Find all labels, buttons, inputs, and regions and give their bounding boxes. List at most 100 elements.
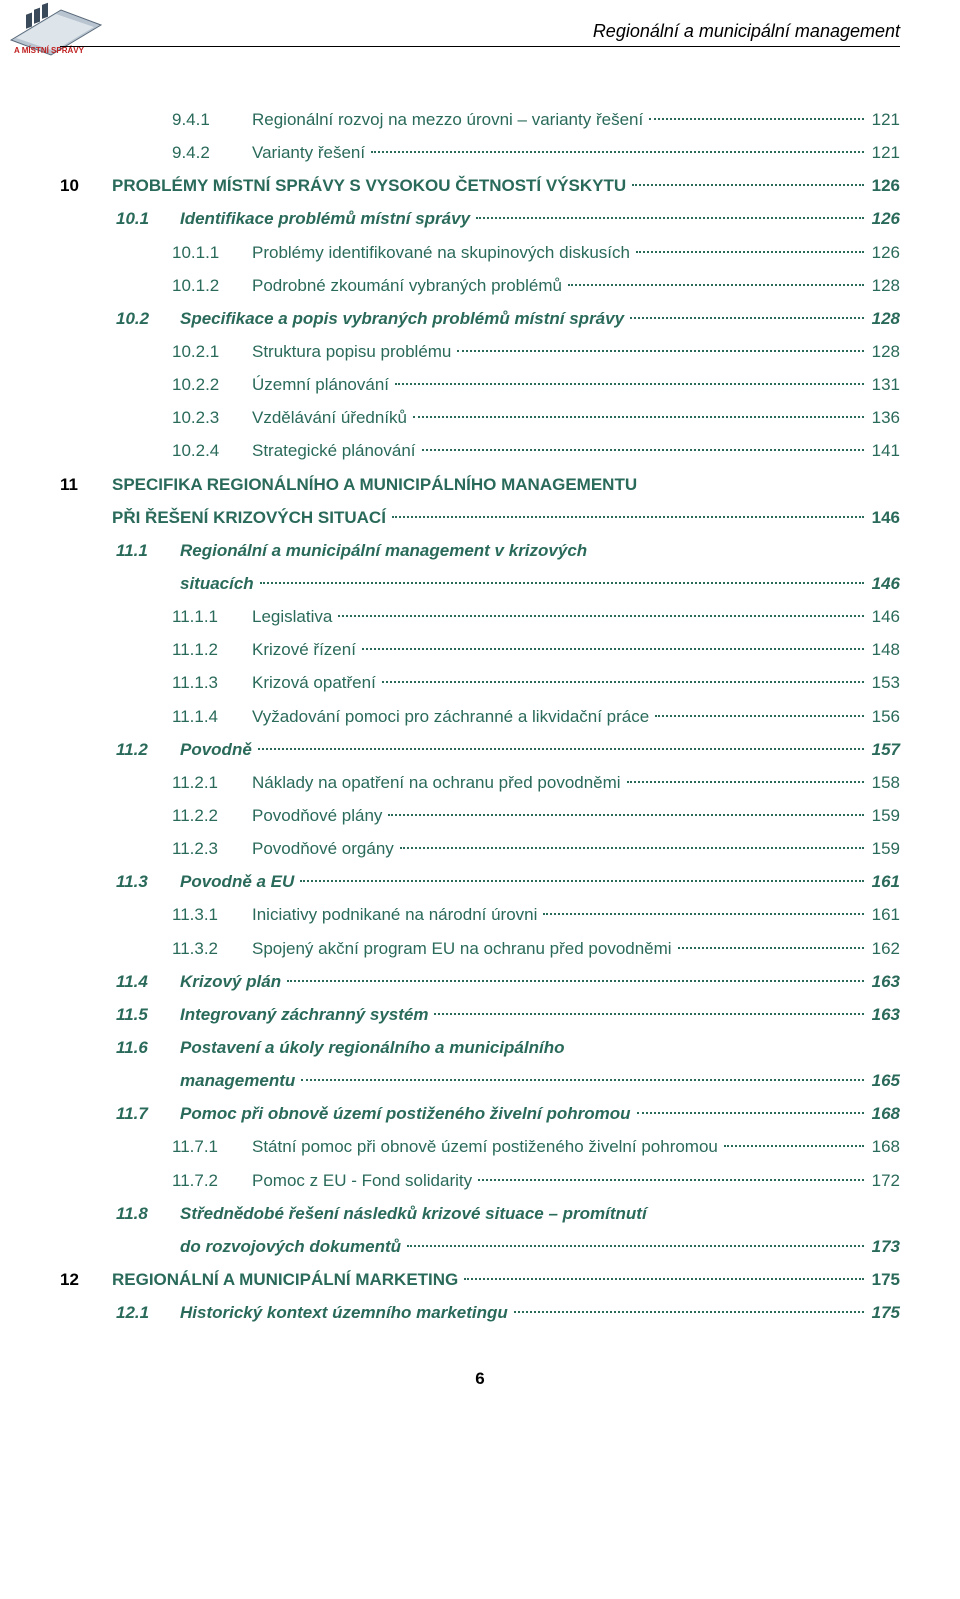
svg-text:A MÍSTNÍ SPRÁVY: A MÍSTNÍ SPRÁVY <box>14 46 85 55</box>
toc-entry-label: Územní plánování <box>252 368 389 401</box>
toc-entry-page: 163 <box>868 998 900 1031</box>
toc-entry[interactable]: 11.7.2Pomoc z EU - Fond solidarity172 <box>60 1164 900 1197</box>
toc-entry-page: 158 <box>868 766 900 799</box>
running-header: Regionální a municipální management <box>593 21 900 42</box>
toc-leader-dots <box>413 416 864 418</box>
toc-entry[interactable]: 12REGIONÁLNÍ A MUNICIPÁLNÍ MARKETING175 <box>60 1263 900 1296</box>
toc-entry-continued[interactable]: 11.8do rozvojových dokumentů173 <box>60 1230 900 1263</box>
toc-entry[interactable]: 11.3.2Spojený akční program EU na ochran… <box>60 932 900 965</box>
toc-entry[interactable]: 11.2Povodně157 <box>60 733 900 766</box>
toc-entry-label: Krizový plán <box>180 965 281 998</box>
toc-entry[interactable]: 10.1.1Problémy identifikované na skupino… <box>60 236 900 269</box>
toc-leader-dots <box>300 880 863 882</box>
toc-entry-continued[interactable]: 11PŘI ŘEŠENÍ KRIZOVÝCH SITUACÍ146 <box>60 501 900 534</box>
toc-entry-label: Legislativa <box>252 600 332 633</box>
logo: A MÍSTNÍ SPRÁVY <box>6 0 106 56</box>
toc-entry-number: 12 <box>60 1263 112 1296</box>
toc-entry[interactable]: 11.5Integrovaný záchranný systém163 <box>60 998 900 1031</box>
toc-entry-page: 126 <box>868 202 900 235</box>
toc-entry-page: 153 <box>868 666 900 699</box>
toc-entry-continued[interactable]: 11.6managementu165 <box>60 1064 900 1097</box>
toc-entry[interactable]: 11.1.4Vyžadování pomoci pro záchranné a … <box>60 700 900 733</box>
toc-entry-page: 173 <box>868 1230 900 1263</box>
toc-entry-page: 159 <box>868 799 900 832</box>
toc-entry[interactable]: 12.1Historický kontext územního marketin… <box>60 1296 900 1329</box>
toc-entry-number: 11.4 <box>116 965 180 998</box>
toc-entry[interactable]: 9.4.2Varianty řešení121 <box>60 136 900 169</box>
toc-entry[interactable]: 11.1.2Krizové řízení148 <box>60 633 900 666</box>
toc-entry-label: Historický kontext územního marketingu <box>180 1296 508 1329</box>
toc-entry-label: PŘI ŘEŠENÍ KRIZOVÝCH SITUACÍ <box>112 501 386 534</box>
toc-entry[interactable]: 11.7.1Státní pomoc při obnově území post… <box>60 1130 900 1163</box>
toc-entry-number: 10 <box>60 169 112 202</box>
toc-entry-page: 148 <box>868 633 900 666</box>
toc-leader-dots <box>649 118 863 120</box>
toc-entry[interactable]: 10.2.3Vzdělávání úředníků136 <box>60 401 900 434</box>
toc-entry-number: 10.1 <box>116 202 180 235</box>
toc-entry[interactable]: 9.4.1Regionální rozvoj na mezzo úrovni –… <box>60 103 900 136</box>
toc-entry[interactable]: 10.2Specifikace a popis vybraných problé… <box>60 302 900 335</box>
toc-entry-label: Povodňové plány <box>252 799 382 832</box>
toc-entry-page: 121 <box>868 136 900 169</box>
toc-leader-dots <box>632 184 863 186</box>
toc-entry[interactable]: 10.2.2Územní plánování131 <box>60 368 900 401</box>
toc-entry-continued[interactable]: 11.1situacích146 <box>60 567 900 600</box>
toc-entry-number: 11.7.1 <box>172 1130 252 1163</box>
toc-entry-number: 11.2.2 <box>172 799 252 832</box>
toc-entry-label: Identifikace problémů místní správy <box>180 202 470 235</box>
toc-entry-label: Pomoc při obnově území postiženého živel… <box>180 1097 631 1130</box>
page-number: 6 <box>60 1369 900 1389</box>
toc-entry-number: 9.4.1 <box>172 103 252 136</box>
toc-entry-page: 128 <box>868 269 900 302</box>
toc-entry[interactable]: 11SPECIFIKA REGIONÁLNÍHO A MUNICIPÁLNÍHO… <box>60 468 900 501</box>
toc-entry[interactable]: 10.1Identifikace problémů místní správy 1… <box>60 202 900 235</box>
toc-entry[interactable]: 11.2.1Náklady na opatření na ochranu pře… <box>60 766 900 799</box>
toc-entry-number: 11.6 <box>116 1031 180 1064</box>
toc-entry[interactable]: 10PROBLÉMY MÍSTNÍ SPRÁVY S VYSOKOU ČETNO… <box>60 169 900 202</box>
toc-entry-label: Strategické plánování <box>252 434 416 467</box>
toc-leader-dots <box>568 284 864 286</box>
toc-entry-label: Povodně <box>180 733 252 766</box>
toc-entry[interactable]: 10.2.1Struktura popisu problému128 <box>60 335 900 368</box>
toc-entry[interactable]: 11.4Krizový plán163 <box>60 965 900 998</box>
toc-entry[interactable]: 11.8Střednědobé řešení následků krizové … <box>60 1197 900 1230</box>
toc-leader-dots <box>543 913 863 915</box>
header-rule: Regionální a municipální management <box>60 46 900 47</box>
toc-entry[interactable]: 11.6Postavení a úkoly regionálního a mun… <box>60 1031 900 1064</box>
toc-entry-label: Vyžadování pomoci pro záchranné a likvid… <box>252 700 649 733</box>
toc-leader-dots <box>422 449 864 451</box>
toc-entry-number: 11.1 <box>116 534 180 567</box>
toc-entry-number: 11.2 <box>116 733 180 766</box>
toc-entry-label: Krizová opatření <box>252 666 376 699</box>
toc-entry[interactable]: 11.2.3Povodňové orgány159 <box>60 832 900 865</box>
toc-entry[interactable]: 10.2.4Strategické plánování141 <box>60 434 900 467</box>
toc-entry-number: 11.8 <box>116 1197 180 1230</box>
toc-entry-page: 156 <box>868 700 900 733</box>
toc-entry[interactable]: 11.2.2Povodňové plány 159 <box>60 799 900 832</box>
toc-leader-dots <box>637 1112 864 1114</box>
toc-entry[interactable]: 10.1.2Podrobné zkoumání vybraných problé… <box>60 269 900 302</box>
toc-leader-dots <box>627 781 864 783</box>
toc-leader-dots <box>457 350 863 352</box>
toc-entry[interactable]: 11.3.1Iniciativy podnikané na národní úr… <box>60 898 900 931</box>
toc-entry-page: 172 <box>868 1164 900 1197</box>
toc-entry-number: 11.7 <box>116 1097 180 1130</box>
toc-entry-label: Regionální rozvoj na mezzo úrovni – vari… <box>252 103 643 136</box>
toc-entry-page: 126 <box>868 169 900 202</box>
toc-entry[interactable]: 11.1Regionální a municipální management … <box>60 534 900 567</box>
toc-entry-number: 10.2.2 <box>172 368 252 401</box>
toc-entry-number: 10.2 <box>116 302 180 335</box>
toc-entry[interactable]: 11.7Pomoc při obnově území postiženého ž… <box>60 1097 900 1130</box>
toc-leader-dots <box>392 516 864 518</box>
toc-entry-label: managementu <box>180 1064 295 1097</box>
toc-entry-number: 10.2.1 <box>172 335 252 368</box>
toc-leader-dots <box>395 383 864 385</box>
toc-entry[interactable]: 11.3Povodně a EU161 <box>60 865 900 898</box>
toc-entry-label: Spojený akční program EU na ochranu před… <box>252 932 672 965</box>
toc-entry[interactable]: 11.1.1Legislativa146 <box>60 600 900 633</box>
toc-entry-label: do rozvojových dokumentů <box>180 1230 401 1263</box>
toc-entry-label: Krizové řízení <box>252 633 356 666</box>
toc-entry-number: 11.3 <box>116 865 180 898</box>
toc-entry[interactable]: 11.1.3Krizová opatření153 <box>60 666 900 699</box>
toc-leader-dots <box>655 715 863 717</box>
